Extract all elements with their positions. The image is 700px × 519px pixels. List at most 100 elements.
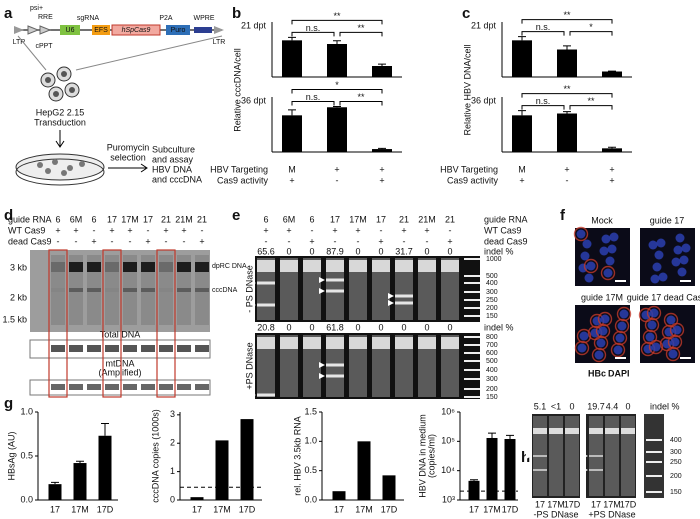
panel-letter: b	[232, 5, 241, 22]
ladder-band	[464, 360, 480, 362]
lane	[418, 335, 436, 397]
ccc-band	[51, 288, 65, 292]
step-label: and cccDNA	[152, 174, 202, 184]
lane-band	[280, 260, 298, 272]
nucleus	[582, 239, 592, 249]
nucleus	[679, 255, 689, 265]
y-axis-label: HBsAg (AU)	[6, 431, 16, 480]
arrowhead	[388, 293, 394, 299]
nucleus	[617, 321, 627, 331]
row-label: guide RNA	[8, 214, 52, 224]
row-value: +	[424, 225, 429, 235]
row-value: 21	[445, 214, 455, 224]
x-tick-label: 17D	[502, 504, 519, 514]
highlight-box	[156, 249, 176, 398]
step-label: Subculture	[152, 144, 195, 154]
lane-band	[418, 337, 436, 349]
row-value: 17	[107, 214, 117, 224]
row-value: +	[109, 225, 114, 235]
total-band	[177, 345, 191, 352]
indel-value: 31.7	[395, 246, 413, 256]
ladder-band	[646, 461, 662, 463]
indel-value: 0	[447, 246, 452, 256]
significance-bracket	[569, 105, 613, 110]
panel-letter: a	[4, 5, 13, 22]
mt-band	[177, 384, 191, 390]
hbc-stain	[597, 311, 613, 327]
row-value: +	[401, 225, 406, 235]
row-value: 17M	[349, 214, 367, 224]
indel-value: 0	[355, 322, 360, 332]
row-label: indel %	[484, 322, 514, 332]
bar	[372, 149, 392, 152]
arrowhead	[319, 362, 325, 368]
row-value: 21M	[175, 214, 193, 224]
panel-letter: e	[232, 207, 240, 224]
bar	[468, 480, 480, 500]
arrowhead	[526, 453, 532, 459]
lane	[395, 335, 413, 397]
step-label: HBV DNA	[152, 164, 192, 174]
row-value: -	[449, 225, 452, 235]
error-bar	[563, 45, 571, 50]
significance-bracket	[569, 31, 613, 36]
cleaved-band	[326, 278, 344, 282]
row-label: dead Cas9	[8, 236, 52, 246]
ladder-label: 150	[486, 313, 498, 320]
nucleus	[596, 338, 606, 348]
indel-value: 5.1	[534, 401, 547, 411]
hbc-stain	[616, 306, 632, 322]
bar	[372, 66, 392, 77]
image-title: guide 17M	[581, 292, 623, 302]
x-tick-label: 17D	[97, 504, 114, 514]
lane	[441, 335, 459, 397]
arrowhead	[582, 467, 588, 473]
nucleus	[603, 268, 613, 278]
y-tick-label: 10⁶	[441, 406, 455, 416]
cleaved-band	[395, 294, 413, 298]
error-bar	[506, 434, 514, 440]
row-value: 21	[399, 214, 409, 224]
cell-colony	[79, 161, 85, 167]
row-value: -	[426, 236, 429, 246]
ccc-band	[141, 288, 155, 292]
bar	[215, 440, 229, 500]
lane-band	[395, 337, 413, 349]
significance-label: *	[589, 22, 593, 32]
significance-bracket	[291, 89, 383, 94]
significance-bracket	[291, 101, 335, 106]
error-bar	[288, 36, 296, 41]
row-value: -	[357, 236, 360, 246]
lane	[280, 335, 298, 397]
bar	[512, 40, 532, 77]
total-band	[51, 345, 65, 352]
nucleus	[607, 244, 617, 254]
stain-label: HBc	[588, 368, 606, 378]
ladder-band	[464, 307, 480, 309]
nucleus	[580, 251, 590, 261]
row-value: 17	[376, 214, 386, 224]
error-bar	[518, 36, 526, 41]
row-value: +	[378, 236, 383, 246]
size-marker: 1.5 kb	[2, 314, 27, 324]
bar	[504, 439, 516, 500]
y-tick-label: 2	[170, 438, 175, 448]
lane-label: 17M	[603, 499, 621, 509]
ccc-band	[87, 288, 101, 292]
row-value: 6M	[283, 214, 296, 224]
cas9-box	[111, 24, 161, 36]
lane	[280, 258, 298, 320]
element-label: U6	[66, 27, 75, 34]
dprc-band	[87, 262, 101, 272]
lane-band	[349, 260, 367, 272]
row-value: +	[609, 175, 614, 185]
lane-band	[326, 337, 344, 349]
lane-band	[303, 337, 321, 349]
significance-bracket	[521, 105, 565, 110]
nucleus	[652, 262, 662, 272]
y-axis-label: cccDNA copies (1000s)	[150, 409, 160, 503]
hbc-stain	[576, 328, 592, 344]
x-tick-label: 17	[192, 504, 202, 514]
cleaved-band	[395, 301, 413, 305]
row-label: Cas9 activity	[217, 175, 269, 185]
